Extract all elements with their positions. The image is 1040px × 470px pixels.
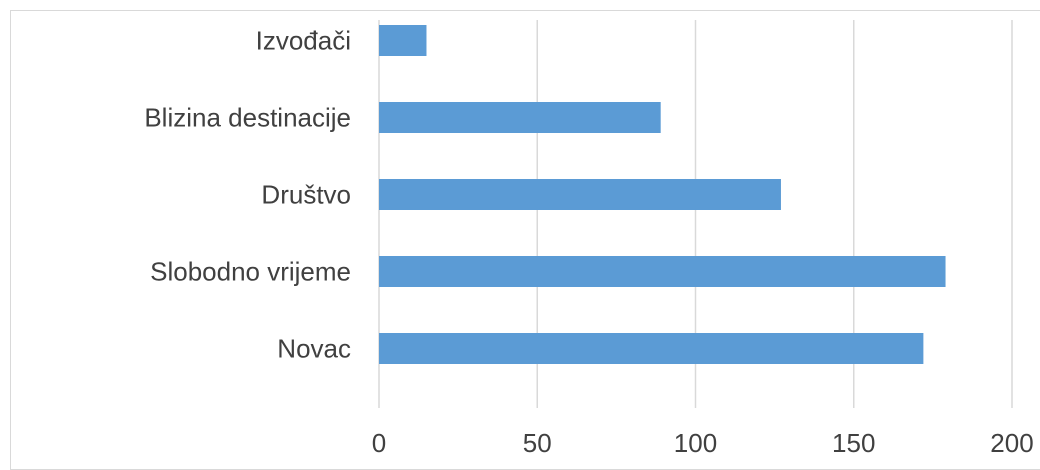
category-label: Novac [277, 334, 351, 364]
x-tick-label: 100 [674, 428, 717, 457]
category-label-layer: Izvođači Blizina destinacije Društvo Slobod… [144, 26, 351, 364]
tick-label-layer: 0 50 100 150 200 [372, 428, 1034, 458]
bar [379, 25, 427, 56]
bar [379, 256, 946, 287]
category-label: Izvođači [256, 26, 351, 56]
x-tick-label: 150 [832, 428, 875, 457]
bar-chart-svg: Izvođači Blizina destinacije Društvo Slobod… [144, 20, 1034, 458]
x-tick-label: 0 [372, 428, 386, 457]
bar [379, 333, 924, 364]
category-label: Društvo [261, 180, 351, 210]
chart: Izvođači Blizina destinacije Društvo Slobod… [10, 10, 1040, 470]
category-label: Blizina destinacije [144, 103, 351, 133]
bar [379, 179, 781, 210]
x-tick-label: 200 [990, 428, 1033, 457]
category-label: Slobodno vrijeme [150, 257, 351, 287]
x-tick-label: 50 [523, 428, 552, 457]
bar-layer [379, 25, 946, 364]
bar [379, 102, 661, 133]
